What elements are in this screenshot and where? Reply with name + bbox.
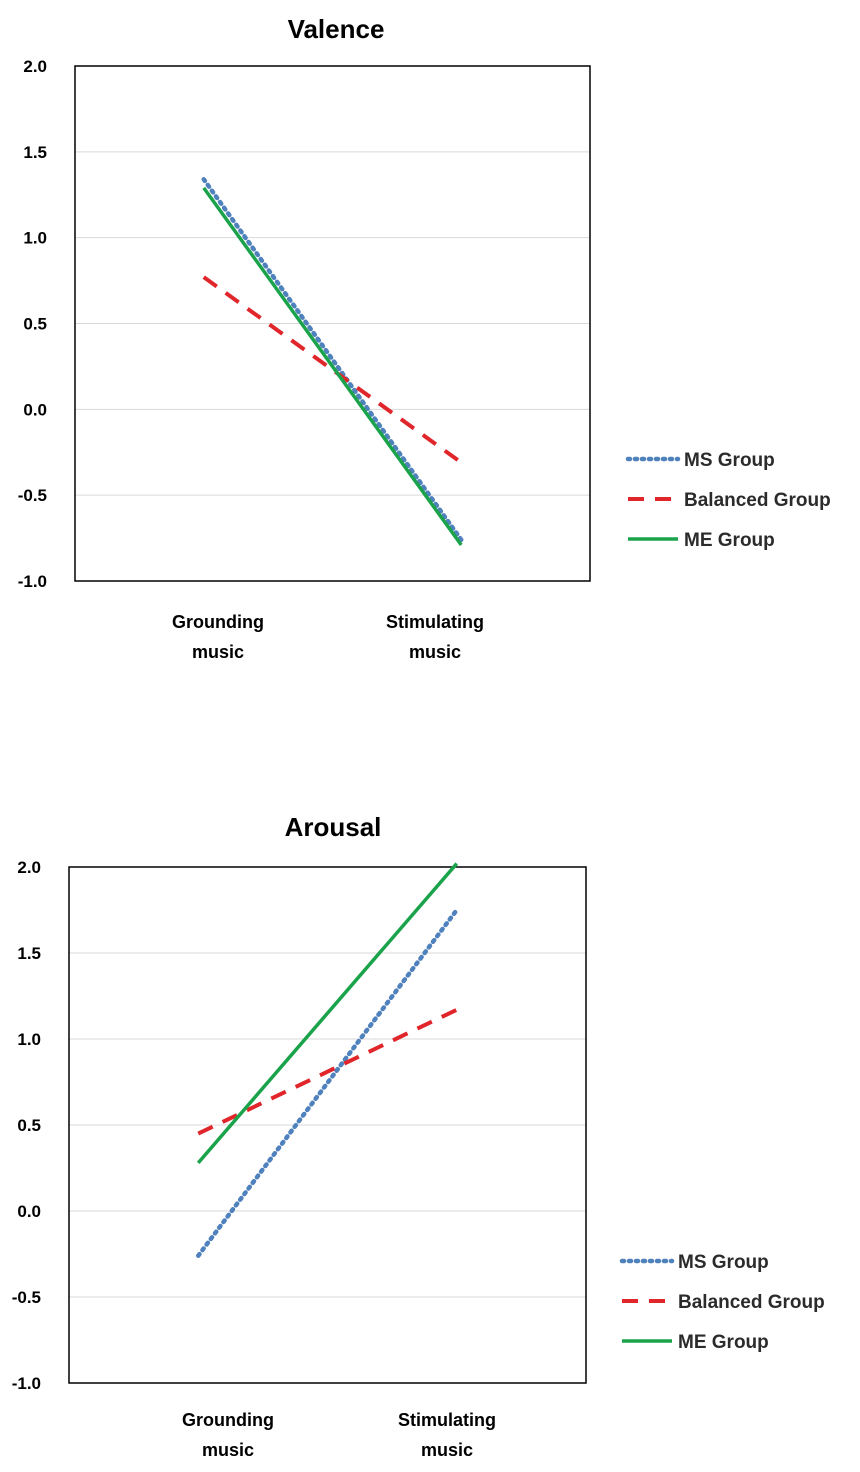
chart-valence: Valence 2.0 1.5 1.0 0.5 0.0 -0.5 -1.0 Grounding m… — [18, 14, 831, 662]
x-category-label: Stimulating — [386, 612, 484, 632]
series-line-ms-group — [196, 907, 459, 1258]
legend-label: Balanced Group — [678, 1292, 825, 1313]
y-tick-label: 1.5 — [17, 944, 41, 963]
legend-label: ME Group — [684, 530, 775, 551]
y-tick-label: 2.0 — [17, 858, 41, 877]
y-tick-label: -0.5 — [12, 1288, 41, 1307]
chart-title: Arousal — [285, 812, 382, 842]
y-tick-label: 2.0 — [23, 57, 47, 76]
x-category-label: music — [192, 642, 244, 662]
series-line-balanced-group — [202, 275, 463, 465]
y-tick-label: 0.5 — [17, 1116, 41, 1135]
y-tick-label: 1.5 — [23, 143, 47, 162]
series-line-balanced-group — [197, 1007, 458, 1136]
series-line-me-group — [196, 862, 459, 1164]
chart-arousal: Arousal 2.0 1.5 1.0 0.5 0.0 -0.5 -1.0 Grounding m… — [12, 812, 825, 1460]
x-category-label: music — [421, 1440, 473, 1460]
legend-label: ME Group — [678, 1332, 769, 1353]
series-line-me-group — [202, 186, 463, 546]
y-tick-label: -1.0 — [12, 1374, 41, 1393]
x-category-label: Stimulating — [398, 1410, 496, 1430]
x-category-label: music — [202, 1440, 254, 1460]
y-tick-label: 1.0 — [17, 1030, 41, 1049]
y-tick-label: 1.0 — [23, 229, 47, 248]
legend-label: MS Group — [684, 450, 775, 471]
legend-label: Balanced Group — [684, 490, 831, 511]
y-tick-label: -0.5 — [18, 486, 47, 505]
y-tick-label: 0.0 — [17, 1202, 41, 1221]
x-category-label: Grounding — [182, 1410, 274, 1430]
legend-label: MS Group — [678, 1252, 769, 1273]
chart-title: Valence — [288, 14, 385, 44]
plot-area — [74, 65, 591, 582]
x-category-label: music — [409, 642, 461, 662]
plot-area — [68, 866, 587, 1384]
series-line-ms-group — [201, 177, 464, 543]
y-tick-label: 0.0 — [23, 400, 47, 419]
y-tick-label: -1.0 — [18, 572, 47, 591]
y-tick-label: 0.5 — [23, 315, 47, 334]
x-category-label: Grounding — [172, 612, 264, 632]
